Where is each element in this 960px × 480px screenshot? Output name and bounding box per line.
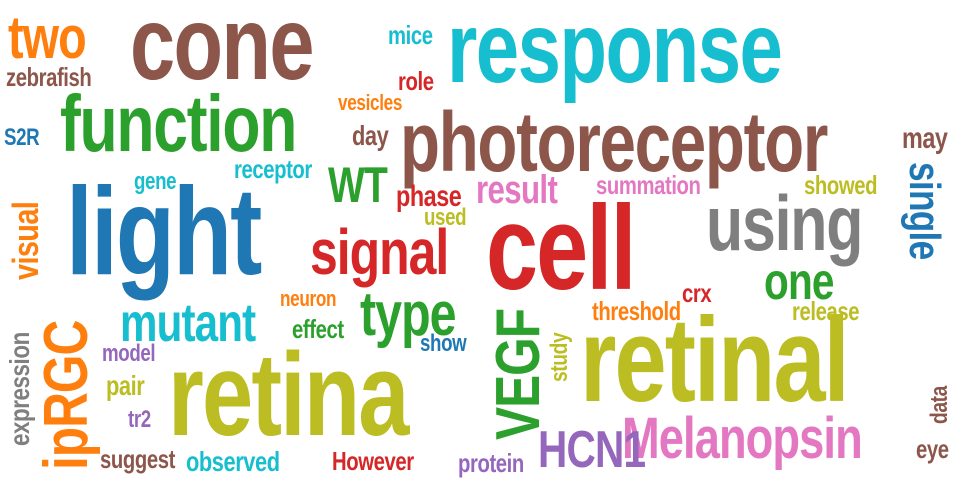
word-phase: phase [396, 180, 462, 213]
word-eye: eye [916, 434, 949, 464]
word-single: single [900, 162, 949, 260]
word-summation: summation [596, 170, 701, 200]
word-HCN1: HCN1 [538, 421, 646, 479]
word-mice: mice [388, 20, 433, 50]
word-mutant: mutant [120, 293, 256, 353]
word-may: may [902, 122, 948, 155]
word-data: data [926, 386, 953, 424]
word-crx: crx [682, 278, 712, 308]
word-one: one [764, 253, 834, 311]
word-WT: WT [328, 157, 388, 213]
word-photoreceptor: photoreceptor [400, 95, 828, 189]
word-signal: signal [310, 216, 449, 288]
word-used: used [424, 204, 467, 231]
word-S2R: S2R [4, 124, 40, 151]
word-tr2: tr2 [128, 406, 151, 433]
word-gene: gene [134, 168, 177, 195]
word-effect: effect [292, 314, 344, 344]
word-type: type [360, 280, 457, 349]
word-day: day [352, 120, 389, 151]
word-visual: visual [5, 201, 46, 280]
word-zebrafish: zebrafish [6, 62, 92, 92]
word-release: release [792, 296, 860, 326]
word-show: show [420, 330, 467, 357]
word-using: using [706, 179, 863, 267]
word-cell: cell [486, 181, 637, 315]
word-vesicles: vesicles [338, 90, 403, 115]
word-protein: protein [458, 448, 524, 478]
word-observed: observed [186, 446, 280, 477]
word-role: role [398, 66, 434, 96]
word-study: study [546, 332, 573, 382]
word-retina: retina [168, 329, 409, 461]
word-threshold: threshold [592, 296, 681, 326]
word-model: model [102, 340, 156, 367]
word-two: two [8, 4, 87, 71]
word-showed: showed [804, 170, 878, 200]
word-cone: cone [130, 0, 314, 102]
word-function: function [60, 79, 297, 168]
word-ipRGC: ipRGC [32, 320, 101, 470]
word-result: result [476, 168, 558, 212]
word-Melanopsin: Melanopsin [622, 406, 863, 471]
word-expression: expression [4, 332, 35, 446]
word-pair: pair [106, 370, 145, 401]
word-However: However [332, 446, 414, 476]
word-neuron: neuron [280, 286, 337, 311]
word-response: response [447, 0, 783, 104]
word-suggest: suggest [100, 444, 175, 474]
word-receptor: receptor [234, 154, 312, 184]
word-retinal: retinal [580, 293, 850, 427]
word-light: light [66, 163, 262, 301]
